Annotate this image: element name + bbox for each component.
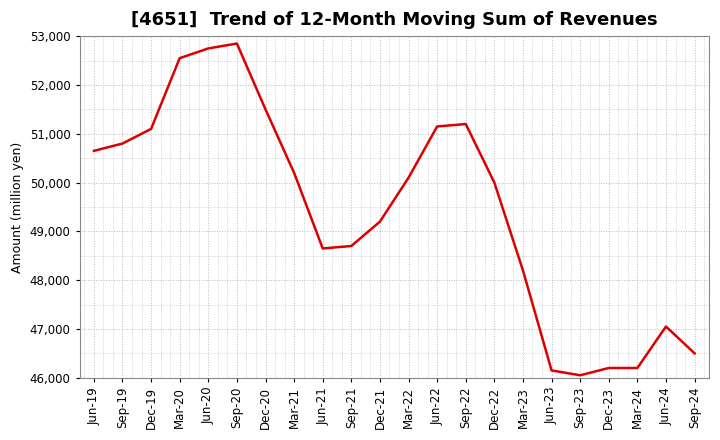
Y-axis label: Amount (million yen): Amount (million yen) — [11, 141, 24, 273]
Title: [4651]  Trend of 12-Month Moving Sum of Revenues: [4651] Trend of 12-Month Moving Sum of R… — [131, 11, 657, 29]
